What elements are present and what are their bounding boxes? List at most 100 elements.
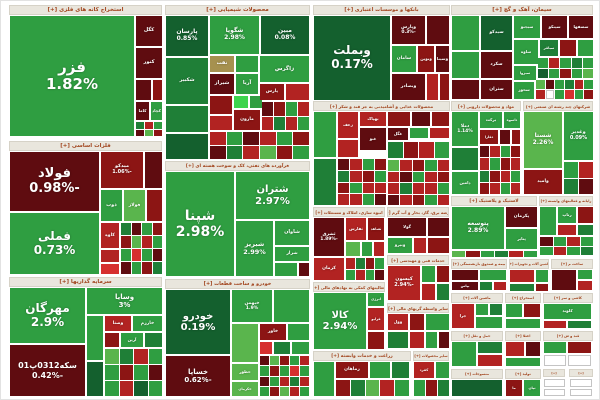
stock-tile-small[interactable] — [558, 225, 576, 235]
sector-header-real-estate[interactable]: انبوه سازی، املاک و مستغلات [+] — [313, 207, 385, 217]
mini-tile[interactable] — [362, 170, 374, 182]
stock-tile[interactable]: وصنا — [105, 316, 131, 331]
mini-tile[interactable] — [500, 170, 510, 182]
mini-tile[interactable] — [571, 68, 582, 78]
mini-tile[interactable] — [148, 365, 162, 380]
stock-tile[interactable]: وامید — [524, 170, 562, 194]
stock-tile[interactable]: خکرمان — [232, 382, 258, 396]
stock-tile-small[interactable] — [166, 134, 208, 159]
stock-tile[interactable]: فرابو — [368, 308, 384, 330]
stock-tile[interactable]: شیراز — [210, 74, 234, 94]
stock-tile-small[interactable] — [578, 207, 593, 223]
mini-tile[interactable] — [365, 269, 375, 280]
mini-tile[interactable] — [490, 158, 500, 170]
mini-tile[interactable] — [365, 380, 380, 396]
mini-tile[interactable] — [480, 158, 490, 170]
mini-tile[interactable] — [300, 366, 309, 376]
stock-tile-small[interactable] — [544, 389, 565, 396]
stock-tile-small[interactable] — [410, 128, 428, 138]
stock-tile[interactable]: سکرد — [481, 52, 512, 78]
mini-tile[interactable] — [437, 194, 449, 205]
mini-tile[interactable] — [260, 132, 276, 145]
stock-tile[interactable]: زاگرس — [260, 56, 309, 82]
mini-tile[interactable] — [152, 249, 162, 261]
stock-tile-small[interactable] — [428, 218, 449, 236]
mini-tile[interactable] — [365, 258, 375, 269]
mini-tile[interactable] — [270, 386, 279, 396]
stock-tile[interactable]: سخوز — [514, 82, 534, 99]
sector-header-textiles[interactable]: منسوجات [+] — [451, 369, 503, 379]
mini-tile[interactable] — [540, 246, 553, 255]
stock-tile[interactable]: پتوسعه 2.89% — [452, 207, 504, 249]
mini-tile[interactable] — [400, 194, 412, 205]
stock-tile[interactable]: ما — [506, 380, 522, 396]
stock-tile-small[interactable] — [570, 389, 592, 396]
stock-tile-small[interactable] — [234, 96, 248, 108]
mini-tile[interactable] — [148, 381, 162, 396]
stock-tile-small[interactable] — [578, 40, 593, 56]
stock-tile-small[interactable] — [478, 355, 502, 366]
stock-tile-small[interactable] — [428, 238, 449, 253]
stock-tile[interactable]: کاما — [136, 102, 149, 120]
mini-tile[interactable] — [362, 194, 374, 205]
stock-tile-small[interactable] — [568, 321, 591, 328]
stock-tile-small[interactable] — [437, 284, 449, 300]
stock-tile-small[interactable] — [427, 16, 449, 44]
mini-tile[interactable] — [134, 365, 148, 380]
stock-tile-small[interactable] — [494, 282, 506, 290]
stock-tile-small[interactable] — [476, 317, 502, 328]
mini-tile[interactable] — [434, 142, 449, 158]
stock-tile-small[interactable] — [338, 140, 358, 157]
stock-tile[interactable]: کالا 2.94% — [314, 293, 366, 349]
mini-tile[interactable] — [426, 380, 437, 396]
stock-tile-small[interactable] — [552, 270, 576, 290]
mini-tile[interactable] — [388, 183, 400, 194]
stock-tile-small[interactable] — [410, 332, 424, 348]
mini-tile[interactable] — [582, 58, 593, 68]
mini-tile[interactable] — [119, 365, 133, 380]
mini-tile[interactable] — [262, 116, 273, 130]
mini-tile[interactable] — [536, 90, 545, 99]
stock-tile-small[interactable] — [370, 362, 390, 378]
stock-tile-small[interactable] — [452, 342, 476, 366]
stock-tile[interactable]: مهرگان 2.9% — [10, 288, 85, 343]
stock-tile[interactable]: مبین 0.08% — [261, 16, 309, 54]
stock-tile-small[interactable] — [506, 319, 540, 328]
mini-tile[interactable] — [538, 58, 549, 68]
stock-tile[interactable]: آرین — [121, 333, 143, 347]
stock-tile-small[interactable] — [232, 324, 258, 362]
stock-tile-small[interactable] — [568, 355, 591, 366]
stock-tile[interactable]: بهپاک — [360, 112, 386, 126]
stock-tile[interactable]: مارون — [234, 110, 260, 130]
stock-tile[interactable]: فولاژ — [124, 190, 145, 221]
stock-tile-small[interactable] — [510, 284, 534, 291]
mini-tile[interactable] — [154, 129, 162, 136]
mini-tile[interactable] — [338, 182, 350, 194]
stock-tile[interactable]: سبزوا — [514, 66, 536, 80]
mini-tile[interactable] — [350, 194, 362, 205]
stock-tile[interactable]: شستا 2.26% — [524, 112, 562, 168]
sector-header-tiles-ceramics[interactable]: کاشی و سر [+] — [543, 293, 593, 303]
stock-tile-small[interactable] — [436, 362, 449, 378]
mini-tile[interactable] — [549, 58, 560, 68]
mini-tile[interactable] — [154, 122, 162, 129]
stock-tile[interactable]: وسینا — [436, 46, 449, 72]
stock-tile[interactable]: برکت — [480, 112, 502, 128]
stock-tile-small[interactable] — [490, 304, 502, 315]
stock-tile[interactable]: وپارس -0.3% — [392, 16, 425, 44]
mini-tile[interactable] — [388, 171, 400, 182]
sector-header-technical-services[interactable]: خدمات فنی و مهندسی [+] — [387, 255, 449, 265]
stock-tile-small[interactable] — [87, 362, 103, 396]
mini-tile[interactable] — [293, 132, 309, 145]
mini-tile[interactable] — [338, 170, 350, 182]
stock-tile[interactable]: فملی 0.73% — [10, 213, 99, 274]
stock-tile-small[interactable] — [560, 40, 576, 56]
sector-header-metal-ores[interactable]: استخراج کانه های فلزی [+] — [9, 5, 162, 15]
stock-tile-small[interactable] — [452, 380, 502, 396]
sector-header-machinery-equipment[interactable]: ماشین آلات و تجهیزات [+] — [509, 259, 549, 269]
stock-tile-small[interactable] — [374, 242, 384, 256]
stock-tile-small[interactable] — [346, 242, 360, 256]
mini-tile[interactable] — [545, 90, 555, 99]
sector-header-transport[interactable]: حمل و نقل [+] — [451, 331, 503, 341]
mini-tile[interactable] — [412, 194, 425, 205]
